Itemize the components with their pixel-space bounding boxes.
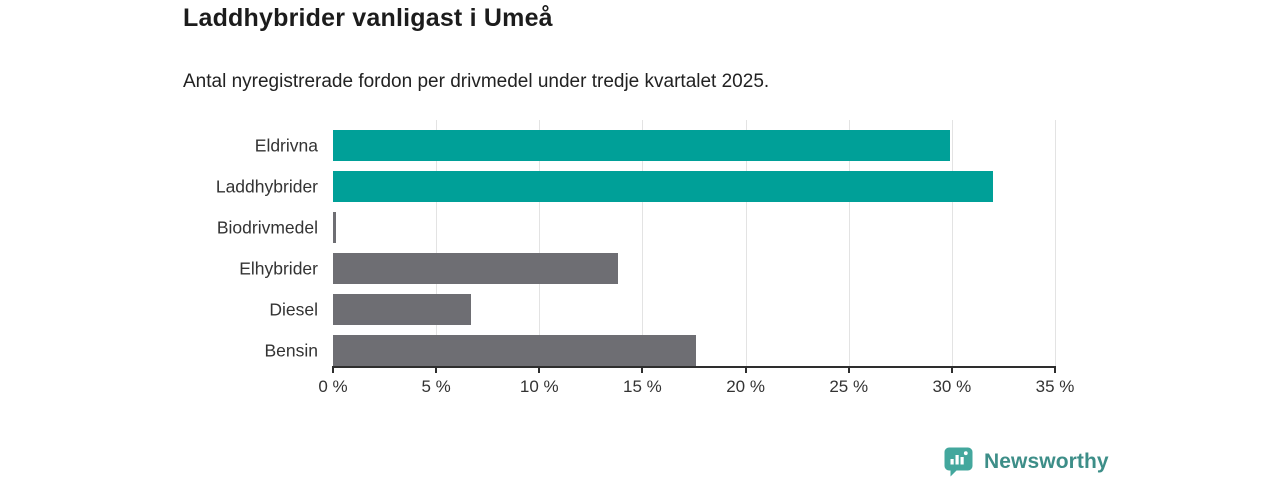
- axis-tick-25: [847, 366, 850, 373]
- newsworthy-icon: [944, 447, 973, 477]
- newsworthy-logo: Newsworthy: [942, 445, 1109, 478]
- bar-laddhybrider: [333, 171, 994, 202]
- category-label: Bensin: [264, 340, 318, 360]
- bar-diesel: [333, 294, 472, 325]
- chart-subtitle: Antal nyregistrerade fordon per drivmede…: [183, 71, 770, 92]
- chart-row-biodrivmedel: Biodrivmedel: [217, 207, 1055, 248]
- newsworthy-wordmark: Newsworthy: [984, 449, 1109, 473]
- axis-tick-30: [950, 366, 953, 373]
- axis-tick-label: 35 %: [1035, 377, 1075, 396]
- axis-tick-10: [538, 366, 541, 373]
- axis-tick-label: 20 %: [726, 377, 765, 396]
- axis-tick-35: [1054, 366, 1056, 373]
- axis-tick-label: 10 %: [519, 377, 559, 396]
- chart-title: Laddhybrider vanligast i Umeå: [183, 4, 553, 32]
- axis-tick-15: [641, 366, 644, 373]
- bar-eldrivna: [333, 130, 950, 161]
- axis-tick-0: [332, 366, 334, 373]
- gridline-5: [436, 120, 438, 366]
- axis-tick-5: [435, 366, 438, 373]
- axis-tick-label: 0 %: [318, 377, 348, 396]
- gridline-10: [539, 120, 541, 366]
- category-label: Elhybrider: [239, 258, 318, 278]
- category-label: Biodrivmedel: [216, 217, 318, 237]
- gridline-15: [642, 120, 644, 366]
- gridline-20: [745, 120, 747, 366]
- chart-row-diesel: Diesel: [269, 289, 1055, 330]
- gridline-30: [951, 120, 953, 366]
- bar-elhybrider: [333, 253, 618, 284]
- bar-bensin: [333, 335, 697, 366]
- chart-row-bensin: Bensin: [264, 330, 1055, 371]
- axis-tick-label: 5 %: [421, 377, 451, 396]
- category-label: Eldrivna: [254, 135, 318, 155]
- bar-biodrivmedel: [333, 212, 337, 243]
- gridline-35: [1055, 120, 1056, 366]
- axis-tick-20: [744, 366, 747, 373]
- chart-row-eldrivna: Eldrivna: [255, 125, 1055, 166]
- bar-chart-plot-area: Eldrivna Laddhybrider Biodrivmedel Elhybrid…: [216, 120, 1074, 396]
- category-label: Laddhybrider: [215, 176, 318, 196]
- axis-tick-label: 15 %: [623, 377, 662, 396]
- chart-row-elhybrider: Elhybrider: [239, 248, 1055, 289]
- chart-row-laddhybrider: Laddhybrider: [216, 166, 1055, 207]
- axis-tick-label: 30 %: [932, 377, 972, 396]
- axis-tick-label: 25 %: [829, 377, 869, 396]
- gridline-25: [848, 120, 850, 366]
- category-label: Diesel: [269, 299, 318, 319]
